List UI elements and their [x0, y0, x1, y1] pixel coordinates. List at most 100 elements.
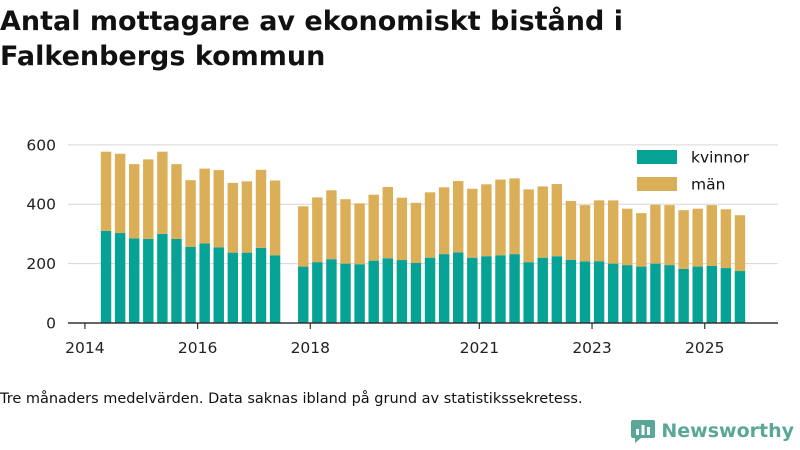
- bar-man: [636, 213, 647, 267]
- x-tick-label: 2025: [685, 339, 724, 357]
- bar-man: [396, 197, 408, 261]
- bar-man: [551, 184, 563, 257]
- bar-kvinnor: [185, 246, 196, 323]
- page-title: Antal mottagare av ekonomiskt bistånd i …: [0, 6, 623, 72]
- bar-man: [157, 151, 168, 234]
- legend: kvinnor män: [637, 149, 750, 194]
- bar-kvinnor: [368, 260, 379, 323]
- legend-label-kvinnor: kvinnor: [691, 149, 750, 167]
- bar-man: [227, 182, 239, 253]
- x-tick-label: 2016: [178, 339, 217, 357]
- bar-kvinnor: [199, 243, 210, 323]
- bar-man: [114, 153, 126, 234]
- bar-kvinnor: [706, 265, 718, 323]
- bar-kvinnor: [495, 255, 506, 323]
- bar-kvinnor: [382, 258, 393, 323]
- bar-kvinnor: [438, 254, 450, 323]
- legend-swatch-man: [637, 177, 677, 191]
- bar-kvinnor: [269, 255, 281, 323]
- bar-kvinnor: [650, 263, 661, 323]
- bar-man: [100, 151, 112, 231]
- bar-man: [424, 192, 436, 258]
- bar-man: [579, 205, 591, 262]
- y-tick-label: 400: [26, 196, 56, 214]
- bar-man: [537, 186, 548, 258]
- bar-kvinnor: [171, 238, 182, 323]
- bar-kvinnor: [312, 262, 323, 323]
- bar-kvinnor: [143, 238, 154, 323]
- bar-man: [410, 202, 422, 264]
- bar-man: [269, 180, 281, 256]
- bar-kvinnor: [410, 263, 422, 323]
- bar-kvinnor: [509, 254, 520, 323]
- bar-kvinnor: [326, 259, 337, 323]
- bar-kvinnor: [354, 264, 365, 323]
- footnote: Tre månaders medelvärden. Data saknas ib…: [0, 391, 583, 407]
- legend-swatch-kvinnor: [637, 150, 677, 164]
- bar-man: [255, 169, 267, 248]
- bar-man: [382, 187, 393, 259]
- bar-man: [565, 200, 577, 260]
- x-tick-label: 2023: [572, 339, 611, 357]
- bar-man: [734, 215, 746, 272]
- bar-man: [664, 205, 675, 266]
- bar-man: [706, 205, 718, 266]
- bar-man: [720, 209, 732, 269]
- bar-kvinnor: [607, 263, 619, 323]
- bar-kvinnor: [255, 247, 267, 323]
- bar-man: [171, 164, 182, 239]
- bar-man: [593, 200, 605, 262]
- bar-kvinnor: [100, 230, 112, 323]
- bar-man: [128, 164, 140, 239]
- bar-man: [622, 208, 633, 266]
- bar-kvinnor: [593, 261, 605, 323]
- bar-kvinnor: [636, 266, 647, 323]
- bar-man: [185, 180, 196, 247]
- brand-logo[interactable]: Newsworthy: [631, 418, 794, 444]
- bars: [100, 151, 746, 323]
- bar-man: [650, 204, 661, 264]
- x-tick-label: 2021: [460, 339, 499, 357]
- bar-kvinnor: [467, 257, 478, 323]
- bar-kvinnor: [537, 257, 548, 323]
- bar-kvinnor: [114, 233, 126, 323]
- bar-man: [368, 194, 379, 261]
- bar-man: [213, 170, 224, 248]
- bar-kvinnor: [579, 261, 591, 323]
- bar-man: [509, 178, 520, 255]
- bar-man: [199, 168, 210, 244]
- bar-man: [467, 188, 478, 258]
- bar-kvinnor: [157, 233, 168, 323]
- x-tick-label: 2018: [291, 339, 330, 357]
- bar-man: [241, 181, 253, 253]
- bar-kvinnor: [424, 257, 436, 323]
- y-tick-label: 0: [46, 315, 56, 333]
- bar-man: [523, 189, 534, 263]
- bar-kvinnor: [453, 252, 464, 323]
- bar-kvinnor: [481, 256, 492, 323]
- x-axis-ticks: 2014 2016 2018 2021 2023 2025: [65, 323, 724, 357]
- bar-kvinnor: [678, 268, 689, 323]
- bar-kvinnor: [523, 262, 534, 323]
- bar-kvinnor: [720, 268, 732, 323]
- bar-kvinnor: [734, 271, 746, 323]
- bar-man: [692, 208, 703, 267]
- bar-chart-logo-icon: [631, 420, 656, 443]
- bar-kvinnor: [241, 252, 253, 323]
- bar-kvinnor: [622, 265, 633, 323]
- bar-man: [678, 210, 689, 269]
- bar-kvinnor: [128, 238, 140, 323]
- bar-kvinnor: [692, 266, 703, 323]
- bar-kvinnor: [213, 247, 224, 323]
- y-tick-label: 200: [26, 255, 56, 273]
- bar-man: [438, 187, 450, 255]
- y-axis-tick-labels: 0 200 400 600: [26, 136, 56, 332]
- y-tick-label: 600: [26, 136, 56, 154]
- bar-kvinnor: [664, 265, 675, 323]
- bar-man: [481, 184, 492, 257]
- x-tick-label: 2014: [65, 339, 104, 357]
- bar-man: [298, 206, 309, 267]
- bar-kvinnor: [227, 252, 239, 323]
- bar-man: [354, 203, 365, 265]
